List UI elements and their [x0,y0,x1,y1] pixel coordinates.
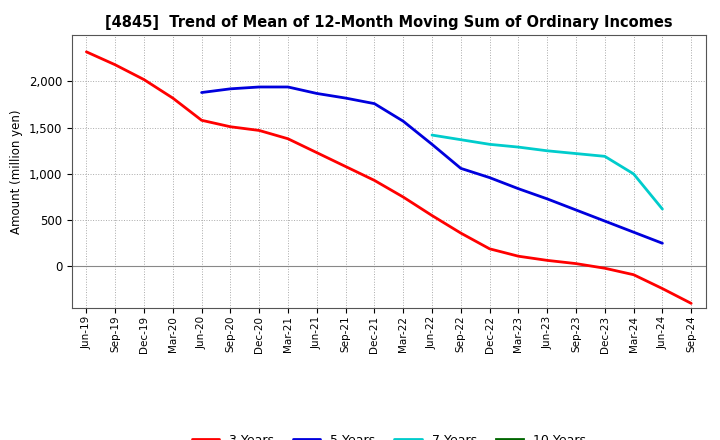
7 Years [543,148,552,154]
3 Years [312,150,321,155]
5 Years [572,207,580,213]
3 Years [514,253,523,259]
7 Years [456,137,465,142]
3 Years [428,213,436,218]
3 Years [687,301,696,306]
3 Years [543,258,552,263]
3 Years [111,62,120,67]
3 Years [82,49,91,55]
3 Years [399,194,408,200]
7 Years [658,206,667,212]
3 Years [197,117,206,123]
5 Years [226,86,235,92]
3 Years [284,136,292,141]
5 Years [341,95,350,101]
5 Years [370,101,379,106]
5 Years [658,241,667,246]
3 Years [255,128,264,133]
7 Years [428,132,436,138]
5 Years [514,186,523,191]
5 Years [456,166,465,171]
3 Years [572,261,580,266]
3 Years [370,178,379,183]
5 Years [428,142,436,147]
Line: 7 Years: 7 Years [432,135,662,209]
5 Years [600,218,609,224]
3 Years [140,77,148,82]
Line: 3 Years: 3 Years [86,52,691,303]
Title: [4845]  Trend of Mean of 12-Month Moving Sum of Ordinary Incomes: [4845] Trend of Mean of 12-Month Moving … [105,15,672,30]
7 Years [572,151,580,156]
5 Years [629,230,638,235]
3 Years [600,266,609,271]
5 Years [312,91,321,96]
5 Years [284,84,292,90]
5 Years [543,196,552,202]
3 Years [341,164,350,169]
5 Years [399,118,408,124]
5 Years [485,175,494,180]
7 Years [485,142,494,147]
3 Years [485,246,494,251]
3 Years [658,286,667,291]
7 Years [514,144,523,150]
3 Years [226,124,235,129]
Legend: 3 Years, 5 Years, 7 Years, 10 Years: 3 Years, 5 Years, 7 Years, 10 Years [186,429,591,440]
7 Years [629,171,638,176]
Line: 5 Years: 5 Years [202,87,662,243]
7 Years [600,154,609,159]
3 Years [456,231,465,236]
Y-axis label: Amount (million yen): Amount (million yen) [10,110,23,234]
3 Years [168,95,177,101]
3 Years [629,272,638,277]
5 Years [255,84,264,90]
5 Years [197,90,206,95]
